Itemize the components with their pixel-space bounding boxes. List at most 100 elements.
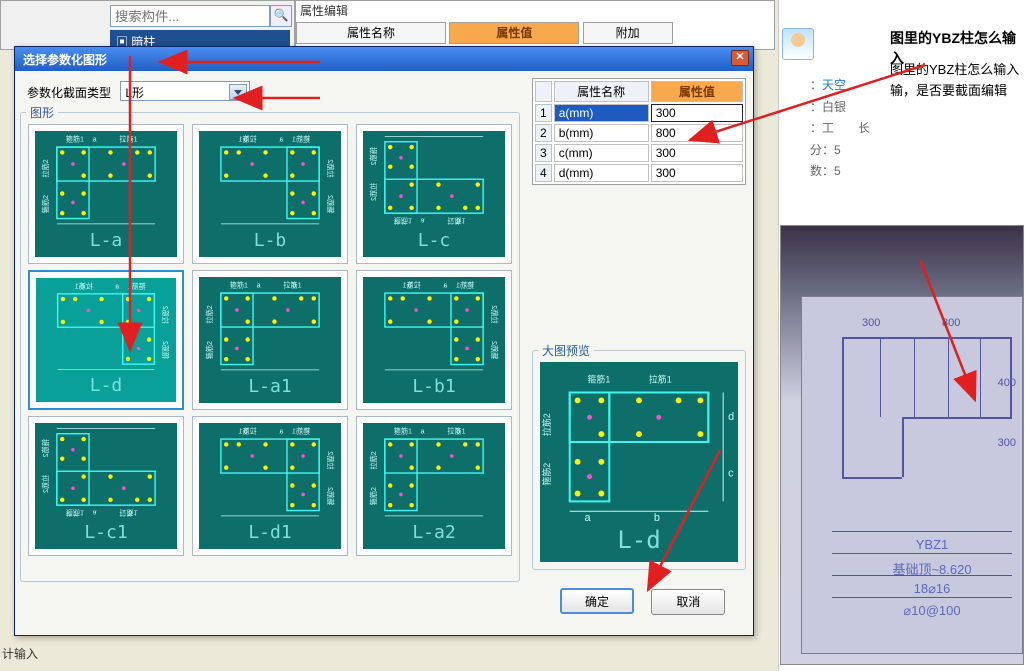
svg-text:a: a — [279, 136, 283, 144]
svg-text:箍筋1: 箍筋1 — [292, 427, 310, 436]
preview-group-label: 大图预览 — [538, 342, 594, 359]
svg-text:拉筋2: 拉筋2 — [490, 305, 499, 323]
preview-shape: 箍筋1 拉筋1 拉筋2 箍筋2 a b d c L-d — [540, 362, 738, 562]
bg-label-input-bottom: 计输入 — [2, 645, 38, 662]
photo-dim-800: 800 — [942, 317, 960, 329]
bg-col-extra: 附加 — [583, 22, 673, 44]
question-body: 图里的YBZ柱怎么输入 输，是否要截面编辑 — [890, 60, 1025, 102]
svg-text:a: a — [115, 284, 119, 291]
svg-text:箍筋1: 箍筋1 — [394, 217, 412, 226]
prop-col-name: 属性名称 — [554, 81, 649, 102]
question-meta: ：天空 ：白银 ：工 长 分：5 数：5 — [810, 75, 870, 183]
svg-text:拉筋2: 拉筋2 — [369, 451, 378, 469]
prop-row-d(mm)[interactable]: 4d(mm)300 — [535, 164, 743, 182]
svg-text:b: b — [654, 512, 660, 522]
svg-text:拉筋1: 拉筋1 — [447, 217, 465, 226]
dialog-titlebar[interactable]: 选择参数化图形 ✕ — [15, 47, 753, 71]
svg-text:箍筋1: 箍筋1 — [128, 282, 146, 291]
svg-text:a: a — [421, 217, 425, 225]
search-input[interactable] — [110, 5, 270, 27]
svg-text:拉筋1: 拉筋1 — [649, 374, 672, 385]
photo-dim-400: 400 — [998, 377, 1016, 389]
bg-prop-title: 属性编辑 — [300, 2, 348, 19]
blueprint-photo: 300 800 400 300 YBZ1 基础顶~8.620 18⌀16 ⌀10… — [780, 225, 1024, 665]
svg-text:箍筋2: 箍筋2 — [369, 487, 378, 505]
svg-text:a: a — [443, 282, 447, 290]
prop-row-a(mm)[interactable]: 1a(mm)300 — [535, 104, 743, 122]
svg-text:箍筋2: 箍筋2 — [41, 195, 50, 213]
svg-text:拉筋2: 拉筋2 — [369, 183, 378, 201]
prop-col-value: 属性值 — [651, 81, 743, 102]
svg-text:a: a — [93, 509, 97, 517]
svg-text:拉筋1: 拉筋1 — [75, 282, 93, 291]
svg-text:拉筋2: 拉筋2 — [41, 475, 50, 493]
photo-dim-300b: 300 — [998, 437, 1016, 449]
prop-row-c(mm)[interactable]: 3c(mm)300 — [535, 144, 743, 162]
close-button[interactable]: ✕ — [731, 50, 749, 66]
svg-text:箍筋2: 箍筋2 — [326, 487, 335, 505]
shape-option-L-d[interactable]: ab 箍筋1拉筋1 拉筋2 箍筋2 L-d — [28, 270, 184, 410]
svg-text:拉筋1: 拉筋1 — [119, 509, 137, 518]
svg-text:a: a — [279, 428, 283, 436]
svg-text:箍筋1: 箍筋1 — [66, 135, 84, 144]
bg-col-value: 属性值 — [449, 22, 579, 44]
svg-text:箍筋1: 箍筋1 — [66, 509, 84, 518]
preview-caption: L-d — [540, 526, 738, 554]
svg-text:c: c — [728, 468, 734, 480]
svg-text:拉筋2: 拉筋2 — [326, 159, 335, 177]
ok-button[interactable]: 确定 — [560, 588, 634, 614]
photo-ybz: YBZ1 — [842, 537, 1022, 552]
svg-text:箍筋1: 箍筋1 — [292, 135, 310, 144]
shape-option-L-a[interactable]: ab 箍筋1拉筋1 拉筋2 箍筋2 L-a — [28, 124, 184, 264]
photo-dim-300a: 300 — [862, 317, 880, 329]
shape-option-L-d1[interactable]: ab 箍筋1拉筋1 拉筋2 箍筋2 L-d1 — [192, 416, 348, 556]
svg-text:箍筋2: 箍筋2 — [161, 341, 170, 359]
svg-text:箍筋2: 箍筋2 — [369, 147, 378, 165]
svg-text:箍筋2: 箍筋2 — [490, 341, 499, 359]
svg-text:箍筋2: 箍筋2 — [41, 439, 50, 457]
svg-text:箍筋2: 箍筋2 — [205, 341, 214, 359]
svg-text:拉筋1: 拉筋1 — [238, 135, 256, 144]
search-button[interactable]: 🔍 — [270, 5, 292, 27]
shapes-grid: ab 箍筋1拉筋1 拉筋2 箍筋2 L-a ab 箍筋1拉筋1 拉筋2 箍筋2 … — [28, 124, 514, 556]
type-label: 参数化截面类型 — [27, 86, 111, 100]
dialog-title: 选择参数化图形 — [23, 53, 107, 67]
bg-prop-header: 属性名称 属性值 附加 — [296, 22, 673, 44]
shape-option-L-a1[interactable]: ab 箍筋1拉筋1 拉筋2 箍筋2 L-a1 — [192, 270, 348, 410]
property-table[interactable]: 属性名称 属性值 1a(mm)300 2b(mm)800 3c(mm)300 4d(m… — [532, 78, 746, 185]
shapes-group-label: 图形 — [26, 104, 58, 121]
cancel-button[interactable]: 取消 — [651, 589, 725, 615]
section-type-select[interactable]: L形 — [120, 81, 250, 101]
avatar — [782, 28, 814, 60]
shape-option-L-c[interactable]: ab 箍筋1拉筋1 拉筋2 箍筋2 L-c — [356, 124, 512, 264]
svg-text:拉筋2: 拉筋2 — [205, 305, 214, 323]
svg-text:d: d — [728, 411, 734, 423]
shape-option-L-c1[interactable]: ab 箍筋1拉筋1 拉筋2 箍筋2 L-c1 — [28, 416, 184, 556]
svg-text:箍筋1: 箍筋1 — [456, 281, 474, 290]
svg-text:拉筋1: 拉筋1 — [283, 281, 301, 290]
shape-option-L-a2[interactable]: ab 箍筋1拉筋1 拉筋2 箍筋2 L-a2 — [356, 416, 512, 556]
svg-text:箍筋1: 箍筋1 — [394, 427, 412, 436]
svg-text:a: a — [93, 136, 97, 144]
svg-text:拉筋2: 拉筋2 — [541, 413, 552, 436]
svg-text:拉筋1: 拉筋1 — [447, 427, 465, 436]
svg-text:拉筋1: 拉筋1 — [119, 135, 137, 144]
svg-text:a: a — [421, 428, 425, 436]
bg-col-name: 属性名称 — [296, 22, 446, 44]
svg-text:箍筋1: 箍筋1 — [230, 281, 248, 290]
photo-stir: ⌀10@100 — [842, 603, 1022, 619]
svg-text:箍筋2: 箍筋2 — [541, 463, 552, 486]
svg-text:拉筋1: 拉筋1 — [238, 427, 256, 436]
svg-text:拉筋2: 拉筋2 — [41, 159, 50, 177]
user-link[interactable]: 天空 — [822, 78, 846, 92]
prop-row-b(mm)[interactable]: 2b(mm)800 — [535, 124, 743, 142]
svg-text:拉筋2: 拉筋2 — [326, 451, 335, 469]
svg-text:a: a — [257, 282, 261, 290]
shape-option-L-b1[interactable]: ab 箍筋1拉筋1 拉筋2 箍筋2 L-b1 — [356, 270, 512, 410]
svg-text:箍筋2: 箍筋2 — [326, 195, 335, 213]
shape-option-L-b[interactable]: ab 箍筋1拉筋1 拉筋2 箍筋2 L-b — [192, 124, 348, 264]
svg-text:箍筋1: 箍筋1 — [588, 374, 611, 385]
svg-text:a: a — [585, 512, 592, 522]
svg-text:拉筋2: 拉筋2 — [161, 306, 170, 324]
svg-text:拉筋1: 拉筋1 — [402, 281, 420, 290]
